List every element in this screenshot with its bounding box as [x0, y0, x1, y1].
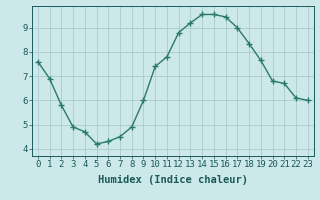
X-axis label: Humidex (Indice chaleur): Humidex (Indice chaleur)	[98, 175, 248, 185]
